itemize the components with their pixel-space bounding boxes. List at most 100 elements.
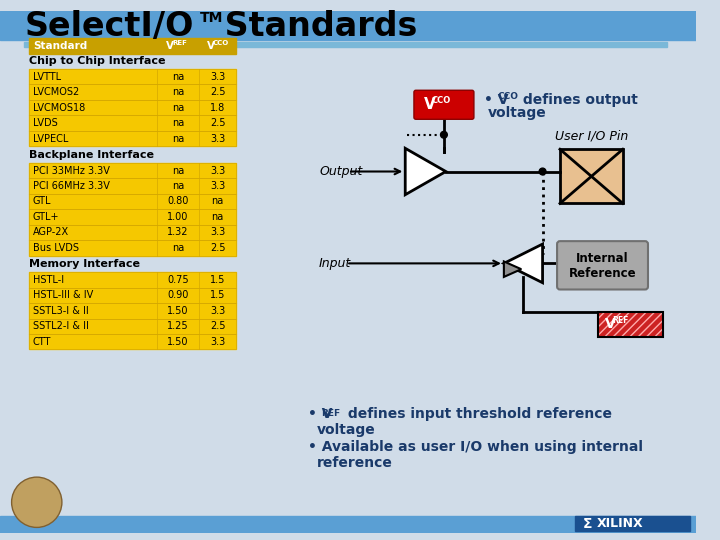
Text: HSTL-I: HSTL-I — [33, 275, 64, 285]
Text: V: V — [207, 41, 215, 51]
Bar — [29, 69, 236, 84]
Bar — [560, 149, 623, 204]
Bar — [29, 334, 236, 349]
Text: 2.5: 2.5 — [210, 243, 225, 253]
Text: PCI 33MHz 3.3V: PCI 33MHz 3.3V — [33, 166, 109, 176]
Text: 3.3: 3.3 — [210, 72, 225, 82]
Text: 1.8: 1.8 — [210, 103, 225, 113]
Bar — [29, 209, 236, 225]
Text: na: na — [172, 87, 184, 97]
Bar — [598, 312, 663, 337]
Text: TM: TM — [200, 11, 224, 25]
Text: 3.3: 3.3 — [210, 337, 225, 347]
Text: Standards: Standards — [213, 10, 417, 43]
Text: na: na — [172, 181, 184, 191]
Text: Chip to Chip Interface: Chip to Chip Interface — [29, 56, 166, 66]
Text: na: na — [212, 212, 224, 222]
Text: PCI 66MHz 3.3V: PCI 66MHz 3.3V — [33, 181, 109, 191]
Bar — [29, 303, 236, 319]
Bar — [0, 11, 696, 40]
Text: REF: REF — [321, 409, 341, 418]
Bar — [29, 209, 236, 225]
Polygon shape — [504, 261, 521, 277]
Text: Output: Output — [319, 165, 362, 178]
Text: LVTTL: LVTTL — [33, 72, 61, 82]
Bar — [29, 131, 236, 146]
Text: GTL: GTL — [33, 197, 51, 206]
Text: CCO: CCO — [431, 97, 451, 105]
Text: LVCMOS2: LVCMOS2 — [33, 87, 79, 97]
Bar — [29, 319, 236, 334]
Text: Reference: Reference — [569, 267, 636, 280]
Bar — [29, 69, 236, 84]
Bar — [29, 178, 236, 194]
Text: 3.3: 3.3 — [210, 227, 225, 238]
Text: na: na — [172, 166, 184, 176]
Text: 3.3: 3.3 — [210, 181, 225, 191]
Text: SSTL3-I & II: SSTL3-I & II — [33, 306, 89, 316]
Bar — [575, 516, 690, 531]
Circle shape — [539, 168, 546, 175]
Text: User I/O Pin: User I/O Pin — [555, 129, 628, 142]
Text: Input: Input — [319, 257, 351, 270]
Text: 1.50: 1.50 — [167, 337, 189, 347]
Bar — [29, 116, 236, 131]
Text: 1.50: 1.50 — [167, 306, 189, 316]
Text: voltage: voltage — [487, 106, 546, 120]
Text: CCO: CCO — [497, 92, 518, 100]
Bar — [29, 225, 236, 240]
Text: LVDS: LVDS — [33, 118, 58, 128]
Text: 3.3: 3.3 — [210, 306, 225, 316]
Bar — [29, 84, 236, 100]
Text: 1.25: 1.25 — [167, 321, 189, 331]
Text: LVPECL: LVPECL — [33, 133, 68, 144]
Text: 0.80: 0.80 — [167, 197, 189, 206]
Bar — [29, 225, 236, 240]
Bar — [29, 131, 236, 146]
Circle shape — [441, 131, 447, 138]
Text: na: na — [172, 118, 184, 128]
Text: 2.5: 2.5 — [210, 321, 225, 331]
Bar — [29, 194, 236, 209]
Text: • V: • V — [484, 93, 508, 107]
Bar — [29, 84, 236, 100]
Text: 1.5: 1.5 — [210, 291, 225, 300]
Text: na: na — [212, 197, 224, 206]
Text: Internal: Internal — [576, 252, 629, 265]
Text: 1.00: 1.00 — [167, 212, 189, 222]
Text: na: na — [172, 103, 184, 113]
Bar — [29, 100, 236, 116]
Text: 0.75: 0.75 — [167, 275, 189, 285]
Polygon shape — [504, 244, 543, 283]
Bar — [29, 163, 236, 178]
Bar — [0, 516, 696, 533]
Text: GTL+: GTL+ — [33, 212, 59, 222]
Bar — [29, 178, 236, 194]
Text: LVCMOS18: LVCMOS18 — [33, 103, 85, 113]
Text: 0.90: 0.90 — [167, 291, 189, 300]
Bar — [29, 288, 236, 303]
Text: V: V — [605, 318, 615, 332]
Text: Backplane Interface: Backplane Interface — [29, 150, 154, 160]
Text: na: na — [172, 243, 184, 253]
Bar — [598, 312, 663, 337]
Bar — [29, 100, 236, 116]
Bar — [29, 272, 236, 288]
Bar — [29, 288, 236, 303]
Bar — [29, 163, 236, 178]
Text: SelectI/O: SelectI/O — [24, 10, 194, 43]
Text: Σ: Σ — [583, 517, 593, 530]
Text: 2.5: 2.5 — [210, 87, 225, 97]
Text: REF: REF — [172, 40, 187, 46]
Text: 1.32: 1.32 — [167, 227, 189, 238]
Bar — [29, 116, 236, 131]
Text: HSTL-III & IV: HSTL-III & IV — [33, 291, 93, 300]
Text: XILINX: XILINX — [597, 517, 644, 530]
Text: na: na — [172, 72, 184, 82]
Bar — [29, 303, 236, 319]
Text: Bus LVDS: Bus LVDS — [33, 243, 79, 253]
Text: CTT: CTT — [33, 337, 51, 347]
Text: Standard: Standard — [33, 41, 87, 51]
Text: Memory Interface: Memory Interface — [29, 259, 140, 269]
Text: 1.5: 1.5 — [210, 275, 225, 285]
